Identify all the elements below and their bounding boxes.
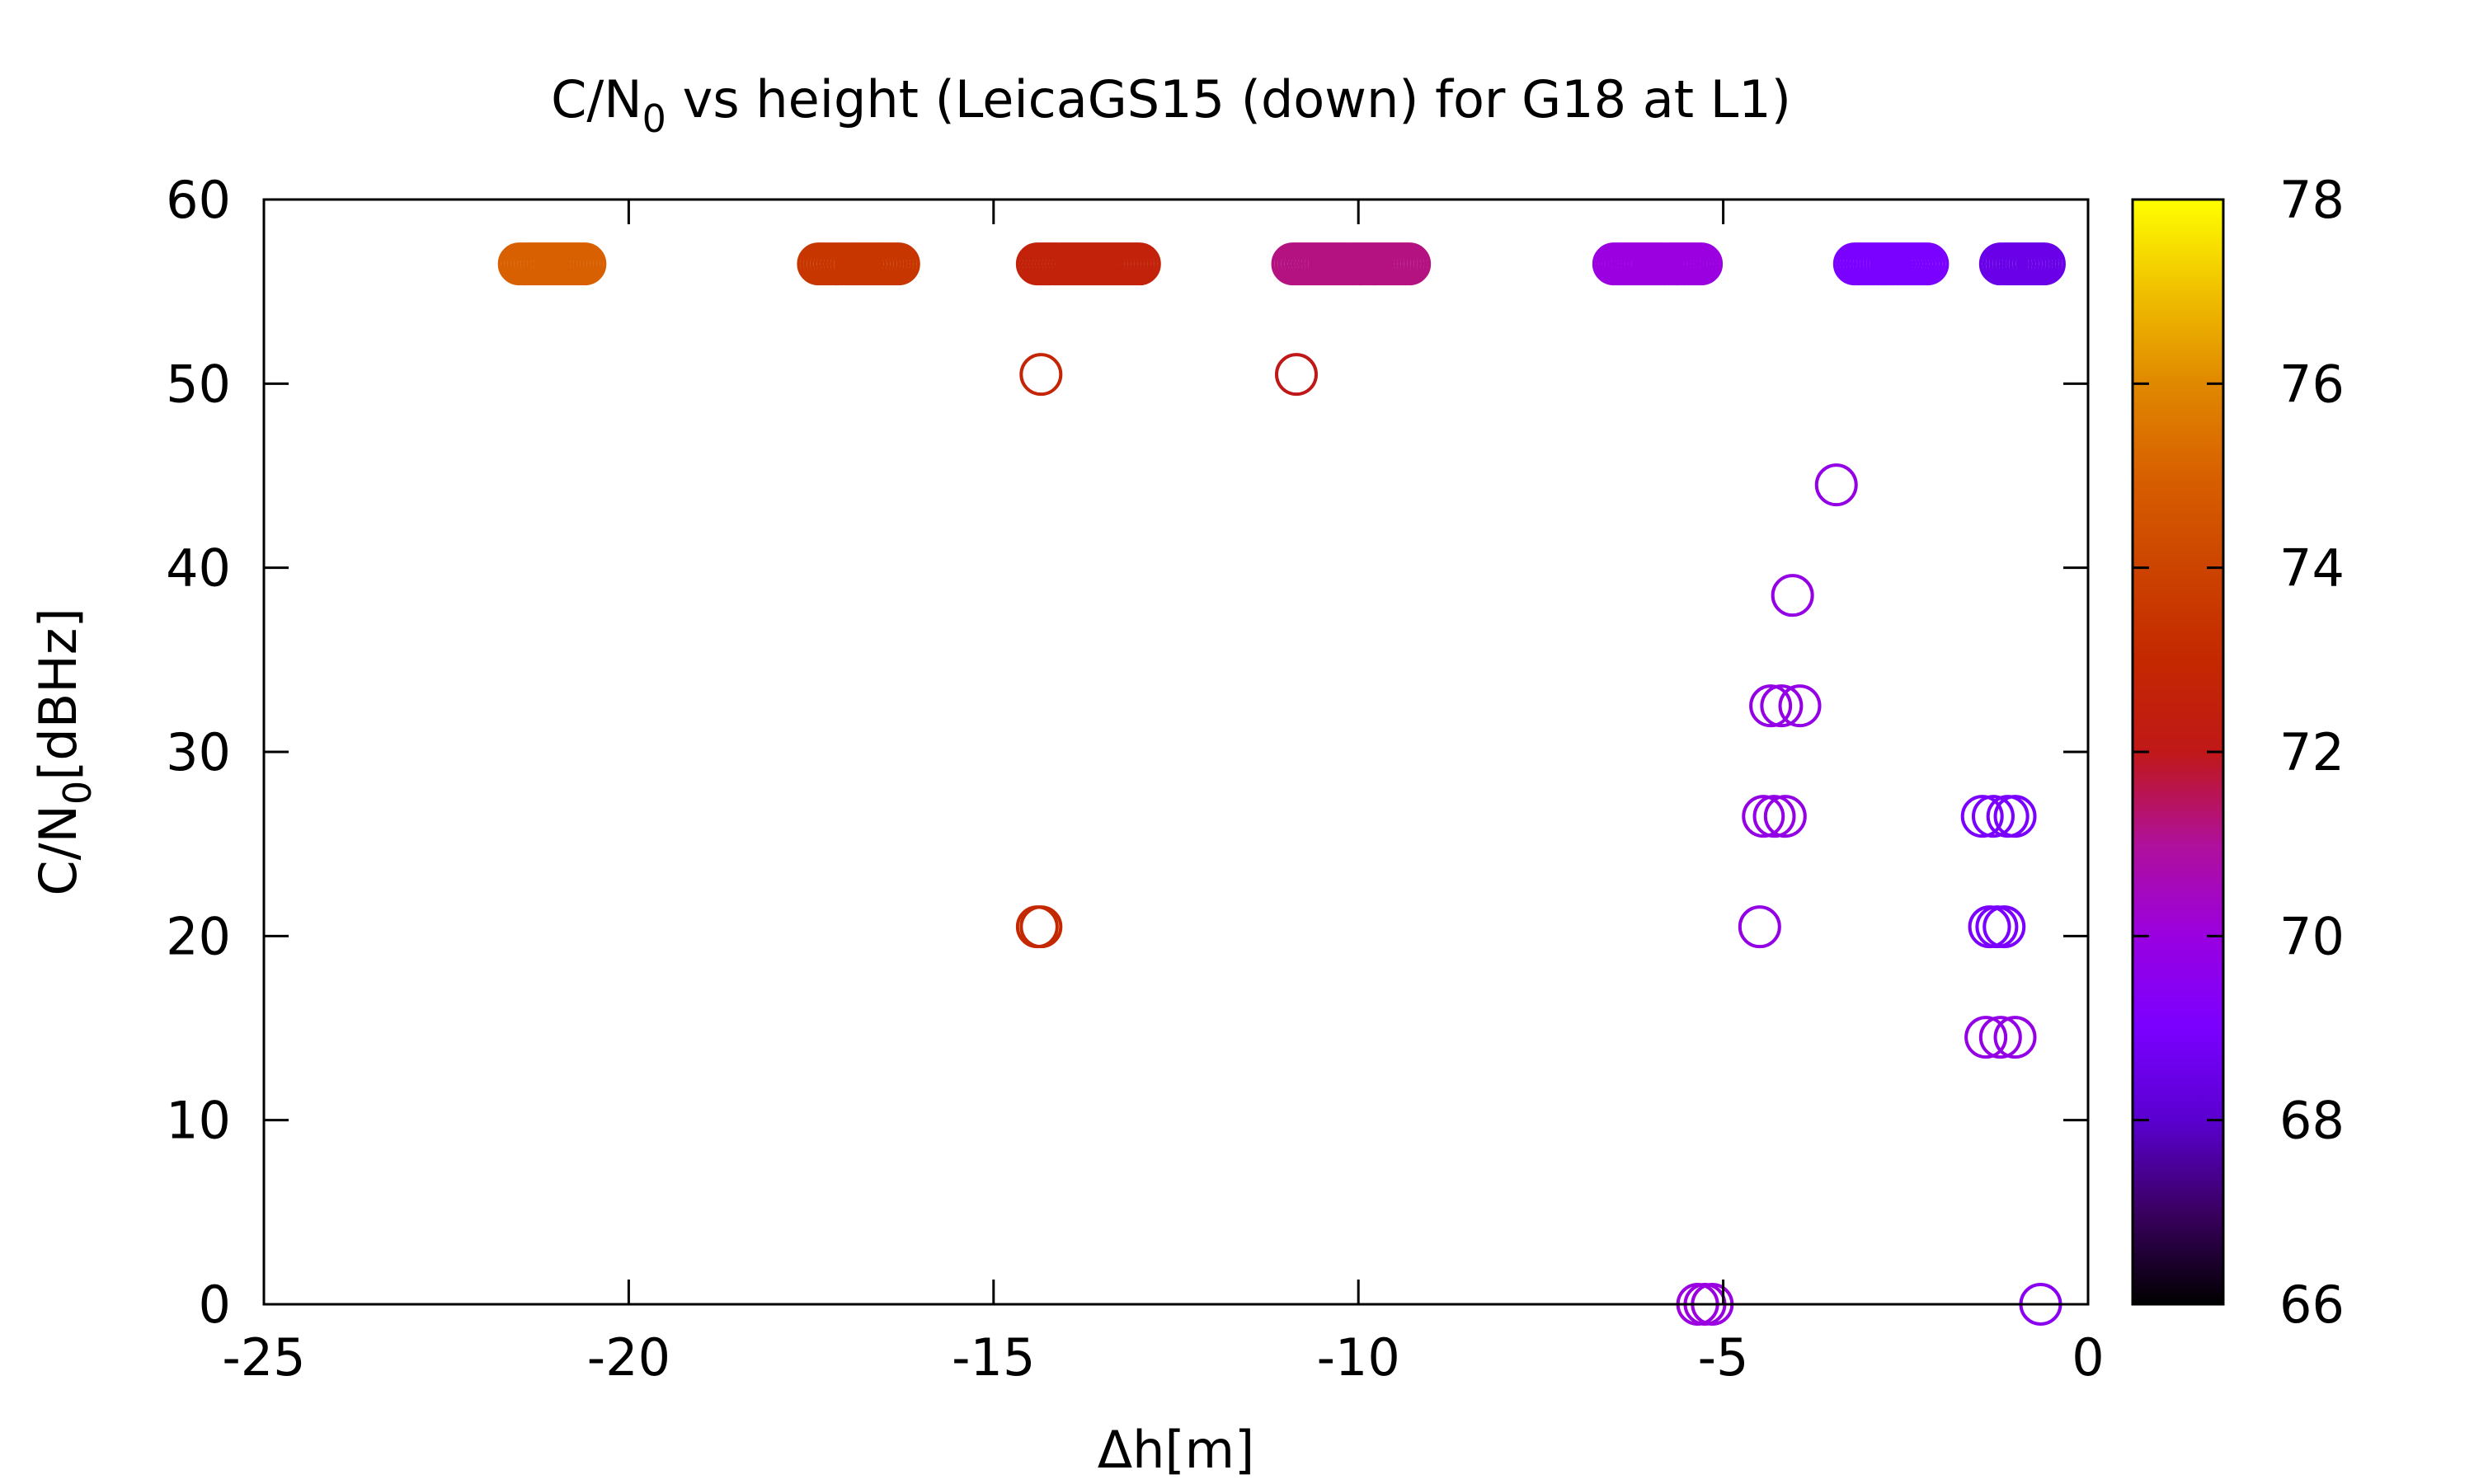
y-tick-label: 10 [166,1091,231,1151]
x-tick-label: -15 [952,1327,1035,1388]
data-point [1771,574,1814,618]
data-point [1752,795,1796,838]
y-tick-label: 0 [199,1275,231,1335]
data-point [1760,684,1804,728]
x-tick-label: -20 [587,1327,670,1388]
colorbar-tick-label: 72 [2279,722,2345,782]
data-point [1993,795,2037,838]
point-cluster [497,242,607,286]
data-point [2022,242,2066,286]
data-point [1117,242,1161,286]
colorbar-tick-label: 74 [2279,538,2345,599]
point-cluster [1832,242,1950,286]
x-tick-label: -25 [222,1327,305,1388]
data-point [1742,795,1785,838]
point-cluster [797,242,920,286]
y-tick-label: 20 [166,906,231,966]
colorbar-tick-label: 68 [2279,1091,2345,1151]
colorbar-tick-label: 66 [2279,1275,2345,1335]
data-point [1971,795,2015,838]
colorbar: 66 68 70 72 74 76 78 [2131,170,2345,1335]
data-point [1274,353,1318,397]
x-tick-label: 0 [2072,1327,2104,1388]
x-axis: -25 -20 -15 -10 -5 0 [222,200,2105,1388]
data-point [1982,905,2026,949]
scatter-points [497,242,2066,1326]
data-point [1749,684,1793,728]
data-point [1960,795,2004,838]
data-point [1680,242,1724,286]
x-tick-label: -10 [1317,1327,1400,1388]
data-point [877,242,920,286]
chart-title: C/N0 vs height (LeicaGS15 (down) for G18… [551,69,1791,141]
data-point [1993,1016,2037,1059]
data-point [1978,1016,2022,1059]
data-point [1019,905,1063,949]
y-axis: 0 10 20 30 40 50 60 [166,170,2088,1335]
data-point [1388,242,1432,286]
data-point [563,242,607,286]
y-tick-label: 60 [166,170,231,230]
data-point [1019,353,1063,397]
data-point [1906,242,1950,286]
x-axis-title: Δh[m] [1098,1420,1254,1480]
x-tick-label: -5 [1698,1327,1749,1388]
y-tick-label: 30 [166,722,231,782]
colorbar-tick-label: 76 [2279,354,2345,414]
colorbar-tick-label: 78 [2279,170,2345,230]
data-point [1814,463,1858,507]
colorbar-tick-label: 70 [2279,906,2345,966]
point-cluster [1271,242,1432,286]
y-axis-title: C/N0[dBHz] [28,608,100,895]
data-point [1763,795,1807,838]
y-tick-label: 40 [166,538,231,599]
point-cluster [1978,242,2066,286]
data-point [1015,905,1059,949]
data-point [1738,905,1781,949]
point-cluster [1015,242,1161,286]
data-point [1778,684,1822,728]
data-point [1964,1016,2008,1059]
point-cluster [1592,242,1724,286]
y-tick-label: 50 [166,354,231,414]
plot-frame [262,198,2090,1306]
